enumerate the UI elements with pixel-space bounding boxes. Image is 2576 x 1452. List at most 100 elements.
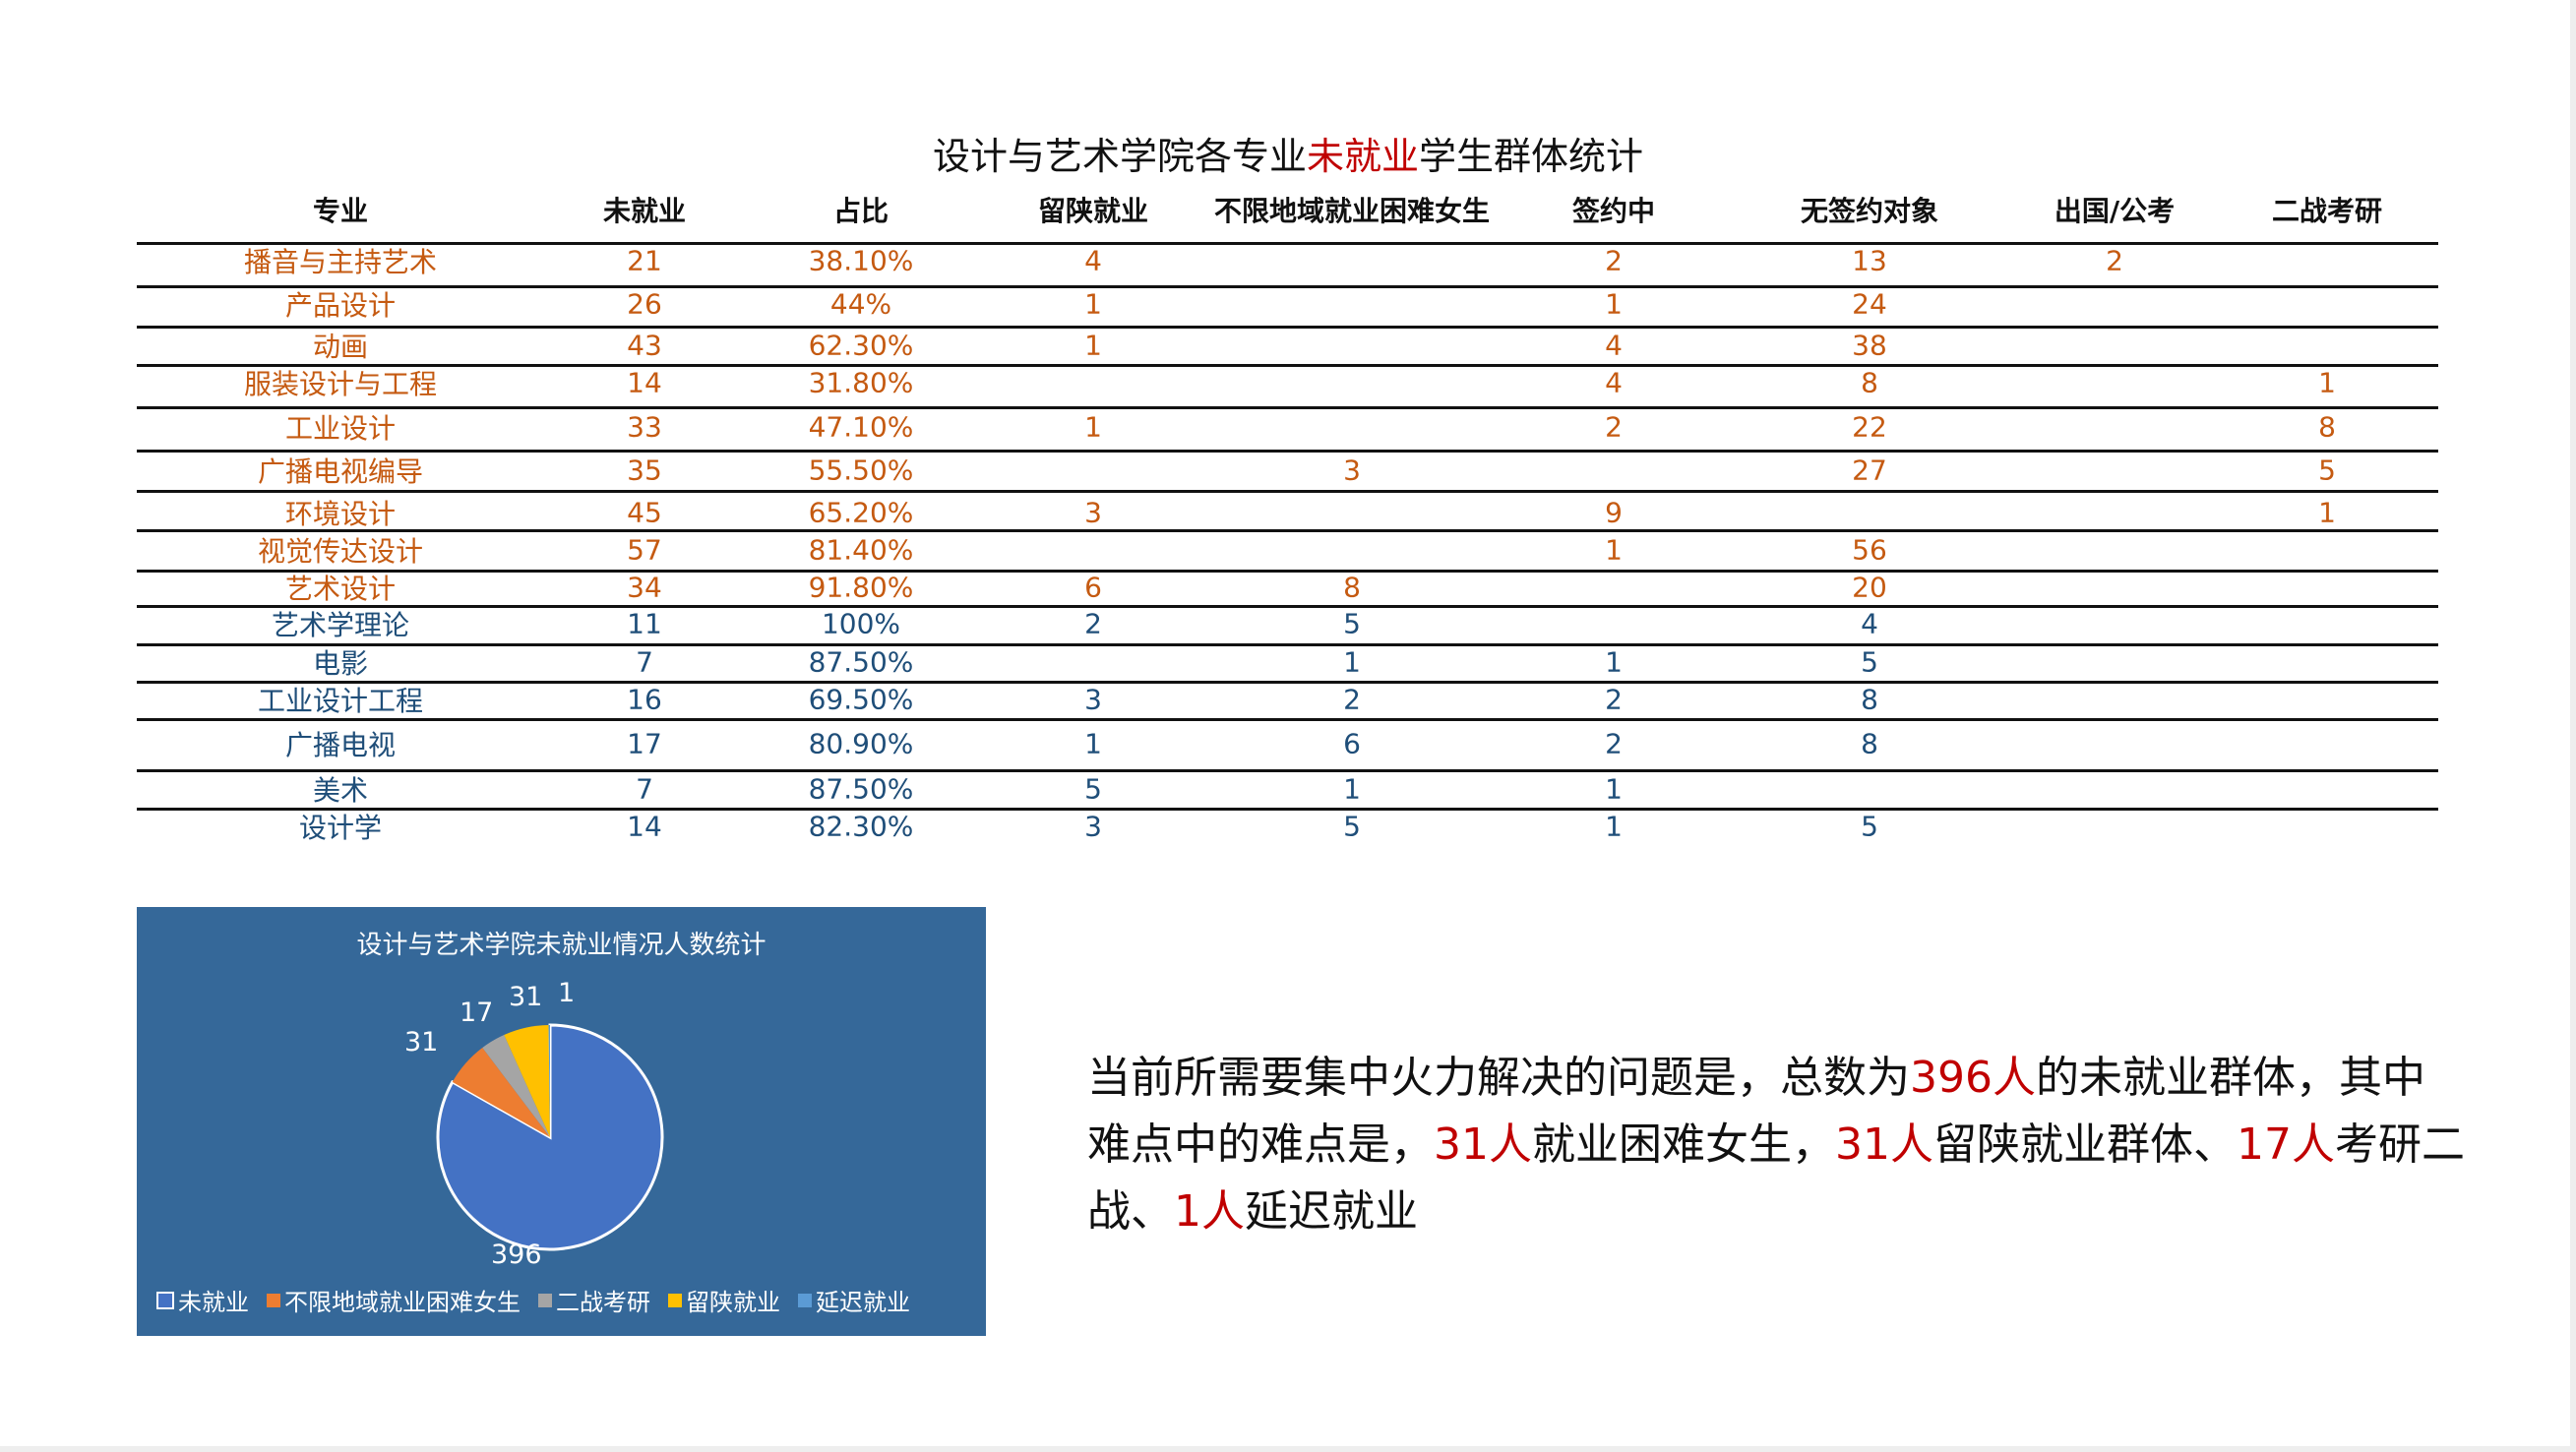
table-cell: 1 [2318, 496, 2336, 529]
right-edge [2570, 0, 2576, 1452]
pie-svg: 396 31 17 31 1 [404, 978, 664, 1270]
row-divider [137, 242, 2438, 245]
table-cell: 35 [627, 454, 662, 487]
table-cell: 45 [627, 496, 662, 529]
row-divider [137, 808, 2438, 811]
table-cell: 14 [627, 366, 662, 399]
pie-slice[interactable] [482, 1035, 550, 1137]
major-name-cell: 服装设计与工程 [243, 368, 438, 400]
table-cell: 1 [2318, 366, 2336, 399]
table-cell: 2 [1343, 683, 1361, 716]
table-cell: 4 [1605, 329, 1623, 362]
legend-item[interactable]: 延迟就业 [798, 1283, 910, 1317]
table-cell: 1 [1605, 533, 1623, 567]
table-cell: 34 [627, 571, 662, 604]
summary-segment: 留陕就业群体、 [1933, 1119, 2237, 1170]
major-name-cell: 设计学 [298, 812, 383, 844]
major-name-cell: 艺术学理论 [271, 609, 410, 641]
column-header: 未就业 [602, 195, 687, 227]
table-cell: 2 [1605, 683, 1623, 716]
summary-text: 当前所需要集中火力解决的问题是，总数为396人的未就业群体，其中难点中的难点是，… [1087, 1045, 2465, 1245]
table-cell: 81.40% [808, 533, 914, 567]
highlight-number: 17人 [2237, 1119, 2335, 1170]
table-cell: 7 [636, 645, 653, 679]
table-cell: 11 [627, 607, 662, 640]
column-header: 无签约对象 [1800, 195, 1939, 227]
pie-slice[interactable] [548, 1025, 550, 1137]
legend-item[interactable]: 不限地域就业困难女生 [267, 1283, 521, 1317]
row-divider [137, 285, 2438, 288]
table-cell: 27 [1852, 454, 1887, 487]
table-cell: 1 [1084, 410, 1102, 444]
major-name-cell: 艺术设计 [284, 573, 397, 605]
row-divider [137, 364, 2438, 367]
table-cell: 3 [1084, 496, 1102, 529]
table-cell: 38.10% [808, 244, 914, 277]
pie-data-label: 396 [491, 1240, 542, 1270]
legend-label: 留陕就业 [686, 1289, 780, 1316]
table-cell: 1 [1084, 287, 1102, 321]
row-divider [137, 643, 2438, 646]
table-cell: 3 [1084, 683, 1102, 716]
table-cell: 55.50% [808, 454, 914, 487]
legend-label: 二战考研 [556, 1289, 650, 1316]
table-cell: 5 [1084, 772, 1102, 806]
table-cell: 17 [627, 727, 662, 760]
major-name-cell: 美术 [312, 774, 369, 807]
table-cell: 3 [1084, 810, 1102, 843]
chart-legend: 未就业 不限地域就业困难女生 二战考研 留陕就业 延迟就业 [156, 1283, 910, 1317]
pie-data-label: 17 [460, 998, 493, 1028]
summary-segment: 延迟就业 [1245, 1186, 1418, 1237]
major-name-cell: 广播电视 [284, 729, 397, 761]
row-divider [137, 490, 2438, 493]
table-cell: 31.80% [808, 366, 914, 399]
table-cell: 65.20% [808, 496, 914, 529]
table-cell: 56 [1852, 533, 1887, 567]
table-cell: 5 [1861, 645, 1878, 679]
table-cell: 5 [1343, 607, 1361, 640]
table-cell: 69.50% [808, 683, 914, 716]
legend-item[interactable]: 留陕就业 [668, 1283, 780, 1317]
table-cell: 26 [627, 287, 662, 321]
major-name-cell: 广播电视编导 [257, 455, 424, 488]
row-divider [137, 406, 2438, 409]
legend-item[interactable]: 二战考研 [538, 1283, 650, 1317]
pie-slice[interactable] [436, 1023, 664, 1251]
table-cell: 38 [1852, 329, 1887, 362]
row-divider [137, 450, 2438, 453]
highlight-number: 31人 [1835, 1119, 1933, 1170]
row-divider [137, 769, 2438, 772]
table-cell: 16 [627, 683, 662, 716]
table-cell: 8 [1861, 727, 1878, 760]
pie-chart: 设计与艺术学院未就业情况人数统计 396 31 17 31 1 未就业 不限地域就业困难女… [137, 907, 986, 1336]
legend-swatch [267, 1293, 280, 1307]
table-cell: 4 [1861, 607, 1878, 640]
table-cell: 1 [1605, 645, 1623, 679]
table-cell: 1 [1343, 772, 1361, 806]
pie-slice[interactable] [504, 1025, 550, 1137]
column-header: 留陕就业 [1037, 195, 1149, 227]
table-cell: 8 [1343, 571, 1361, 604]
table-cell: 44% [829, 287, 892, 321]
pie-data-label: 31 [509, 982, 542, 1012]
table-cell: 8 [1861, 366, 1878, 399]
title-prefix: 设计与艺术学院各专业 [932, 135, 1307, 178]
major-name-cell: 电影 [312, 647, 369, 680]
table-cell: 8 [1861, 683, 1878, 716]
major-name-cell: 视觉传达设计 [257, 535, 424, 568]
legend-label: 不限地域就业困难女生 [284, 1289, 521, 1316]
highlight-number: 396人 [1910, 1053, 2036, 1103]
table-cell: 5 [2318, 454, 2336, 487]
legend-swatch [798, 1293, 812, 1307]
table-cell: 57 [627, 533, 662, 567]
legend-item[interactable]: 未就业 [156, 1283, 249, 1317]
table-cell: 14 [627, 810, 662, 843]
table-cell: 91.80% [808, 571, 914, 604]
table-cell: 80.90% [808, 727, 914, 760]
summary-segment: 考研二战、 [1087, 1119, 2465, 1237]
pie-slice[interactable] [452, 1048, 550, 1137]
table-cell: 87.50% [808, 645, 914, 679]
pie-data-label: 1 [558, 978, 575, 1008]
table-cell: 24 [1852, 287, 1887, 321]
table-cell: 1 [1605, 287, 1623, 321]
